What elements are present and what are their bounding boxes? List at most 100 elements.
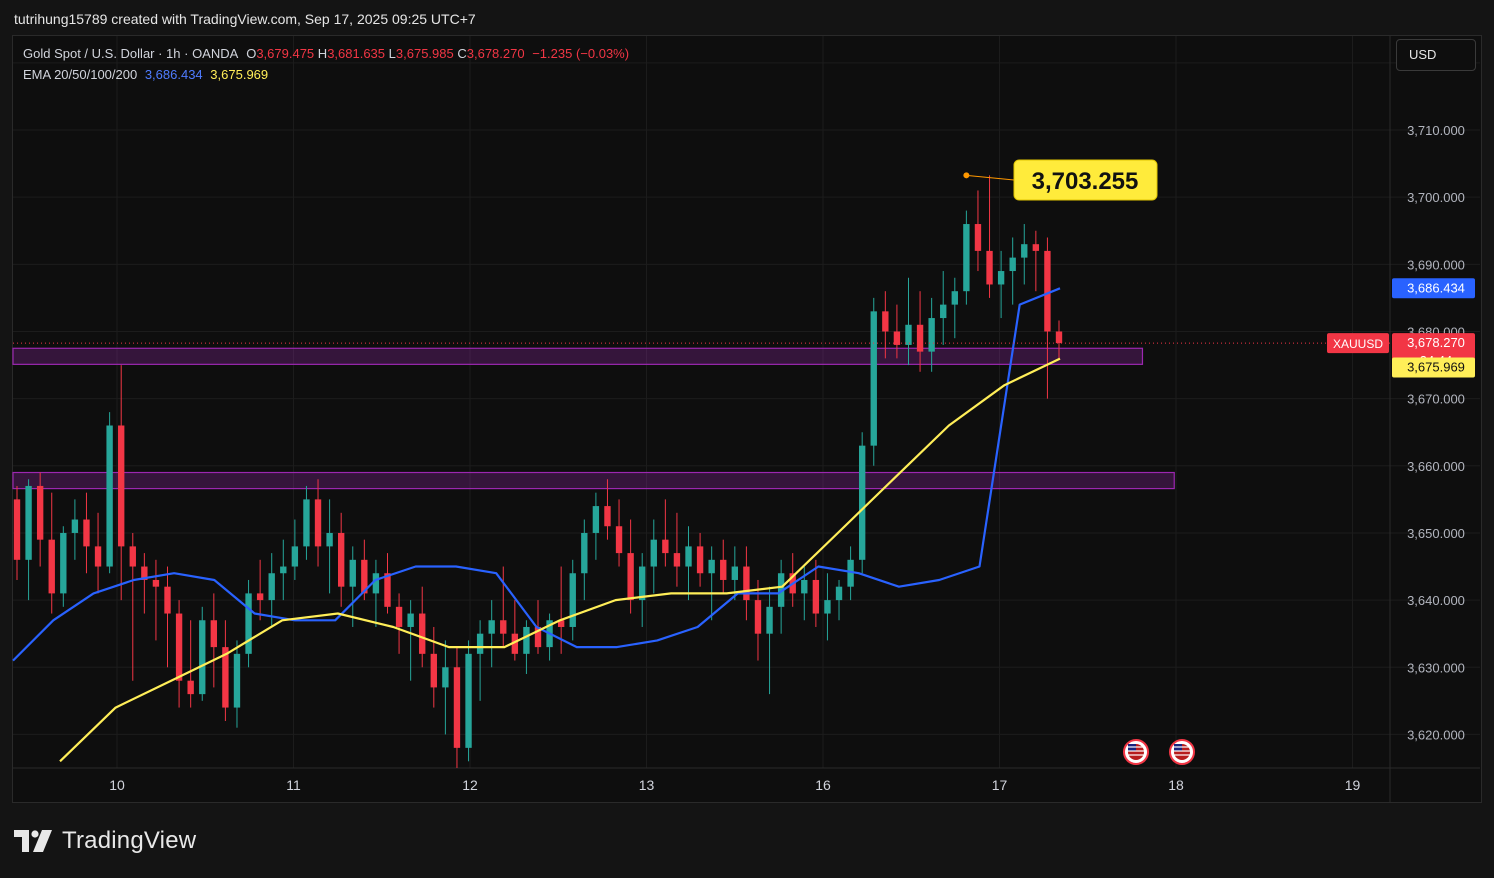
y-tick-label: 3,620.000 [1407, 727, 1465, 742]
candle-body [766, 606, 773, 634]
candle-body [858, 445, 866, 560]
low-label: L [388, 46, 396, 61]
candle-body [118, 425, 125, 547]
candle-body [94, 546, 102, 567]
candle-body [1032, 244, 1040, 251]
ohlc-legend: Gold Spot / U.S. Dollar · 1h · OANDA O3,… [23, 46, 629, 61]
candle-body [36, 485, 44, 540]
candle-body [291, 546, 299, 567]
candle-body [326, 532, 333, 547]
candle-body [303, 499, 310, 547]
high-callout [1013, 159, 1158, 201]
candle-body [835, 586, 843, 601]
candle-body [662, 539, 669, 554]
candle-body [720, 559, 727, 580]
candle-body [210, 620, 218, 648]
candle-body [882, 311, 889, 332]
currency-button[interactable]: USD [1396, 39, 1476, 71]
x-tick-label: 10 [109, 777, 125, 793]
candle-body [1055, 331, 1063, 344]
candle-body [13, 499, 21, 560]
candle-body [708, 559, 715, 574]
candle-body [268, 573, 275, 601]
symbol-badge-text: XAUUSD [1333, 337, 1383, 351]
ema50-badge [1392, 357, 1475, 378]
candle-body [940, 304, 947, 319]
ema20-value: 3,686.434 [144, 67, 203, 82]
candle-body [592, 506, 600, 533]
candle-body [951, 291, 958, 305]
candle-body [963, 224, 970, 292]
x-tick-label: 13 [639, 777, 655, 793]
candle-body [337, 532, 345, 587]
candle-body [812, 579, 820, 614]
candle-body [199, 620, 206, 695]
symbol-title: Gold Spot / U.S. Dollar · 1h · OANDA [23, 46, 238, 61]
tradingview-logo-icon [14, 830, 52, 852]
ema20-line [12, 287, 1061, 662]
candle-body [523, 626, 530, 654]
x-tick-label: 12 [462, 777, 478, 793]
candle-body [106, 425, 113, 567]
high-value: 3,681.635 [327, 46, 386, 61]
candle-body [685, 546, 692, 567]
candle-body [164, 586, 171, 614]
x-tick-label: 11 [286, 777, 301, 793]
zone-rect-2 [12, 471, 1175, 490]
candle-body [928, 318, 935, 352]
close-label: C [457, 46, 467, 61]
candle-body [71, 519, 79, 533]
candle-body [476, 633, 484, 654]
y-tick-label: 3,660.000 [1407, 459, 1465, 474]
candle-body [905, 324, 912, 345]
candle-body [465, 653, 472, 748]
candle-body [754, 600, 762, 634]
candle-body [534, 626, 542, 648]
candle-body [222, 647, 229, 708]
candle-body [453, 667, 461, 748]
candle-body [187, 680, 194, 695]
candle-body [1021, 244, 1028, 258]
y-tick-label: 3,670.000 [1407, 392, 1465, 407]
candle-body [245, 593, 252, 654]
symbol-badge [1327, 333, 1389, 354]
x-tick-label: 17 [992, 777, 1008, 793]
high-callout-label: 3,703.255 [1032, 168, 1139, 195]
candle-body [916, 324, 924, 352]
candle-body [615, 526, 623, 554]
candle-body [48, 539, 55, 594]
y-tick-label: 3,640.000 [1407, 593, 1465, 608]
candle-body [743, 566, 750, 601]
candle-body [824, 600, 831, 614]
chart-credit: tutrihung15789 created with TradingView.… [14, 11, 476, 27]
candle-body [233, 653, 241, 708]
candle-body [557, 620, 565, 627]
candle-body [870, 311, 877, 446]
candle-body [673, 553, 681, 567]
candle-body [696, 546, 704, 574]
candle-body [847, 559, 854, 587]
candle-body [25, 485, 32, 560]
candle-body [581, 532, 588, 574]
x-tick-label: 19 [1345, 777, 1361, 793]
candle-body [997, 271, 1005, 285]
y-tick-label: 3,630.000 [1407, 660, 1465, 675]
candle-body [511, 633, 519, 654]
top-bar: tutrihung15789 created with TradingView.… [0, 0, 1494, 36]
candle-body [500, 620, 507, 634]
ema50-badge-text: 3,675.969 [1407, 360, 1465, 375]
open-value: 3,679.475 [256, 46, 315, 61]
candle-body [650, 539, 657, 567]
candle-body [604, 506, 611, 527]
low-value: 3,675.985 [395, 46, 454, 61]
price-badge-text: 3,678.270 [1407, 335, 1465, 350]
tradingview-logo: TradingView [14, 826, 196, 856]
candle-body [152, 579, 160, 587]
candle-body [430, 653, 437, 688]
candle-body [777, 573, 785, 607]
ema50-line [59, 357, 1061, 763]
ema20-badge [1392, 278, 1475, 299]
y-tick-label: 3,710.000 [1407, 123, 1465, 138]
candle-body [569, 573, 576, 627]
